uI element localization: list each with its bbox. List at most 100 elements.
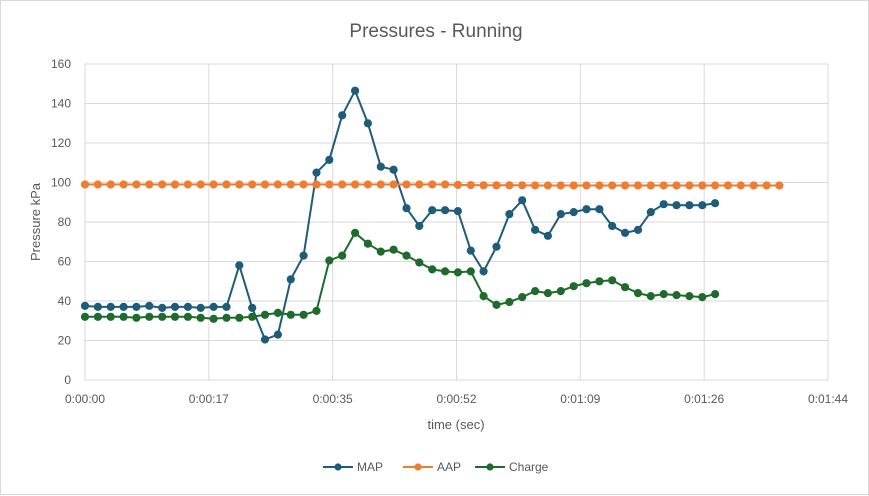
data-point (428, 180, 437, 189)
data-point (299, 310, 308, 319)
data-point (633, 225, 643, 234)
y-tick-label: 80 (58, 215, 72, 229)
data-point (621, 181, 630, 190)
data-point (672, 181, 681, 190)
data-point (376, 162, 385, 171)
data-point (170, 312, 180, 321)
data-point (698, 201, 707, 210)
data-point (325, 155, 334, 164)
data-point (608, 181, 617, 190)
data-point (531, 225, 540, 234)
data-point (351, 86, 360, 95)
chart-title: Pressures - Running (349, 21, 522, 42)
legend-label: Charge (509, 460, 549, 474)
data-point (492, 181, 501, 190)
data-point (492, 242, 501, 251)
data-point (685, 201, 694, 210)
data-point (222, 313, 231, 322)
data-point (363, 119, 372, 128)
data-point (389, 180, 398, 189)
legend-item-aap: AAP (403, 460, 461, 474)
data-point (698, 293, 707, 302)
data-point (158, 180, 167, 189)
data-point (106, 312, 115, 321)
data-point (106, 302, 115, 311)
data-point (595, 181, 604, 190)
data-point (466, 246, 475, 255)
data-point (273, 308, 282, 317)
legend-label: AAP (437, 460, 461, 474)
data-point (402, 204, 411, 213)
data-point (158, 303, 167, 312)
data-point (132, 302, 141, 311)
data-point (312, 168, 321, 177)
series-map (80, 86, 720, 344)
data-point (132, 180, 141, 189)
data-point (248, 180, 257, 189)
series-aap (80, 180, 784, 190)
grid-lines (84, 63, 829, 381)
data-point (80, 180, 90, 189)
data-point (248, 303, 257, 312)
legend-marker (414, 463, 422, 471)
y-tick-label: 160 (51, 57, 71, 71)
data-point (312, 306, 321, 315)
series-charge (80, 228, 720, 323)
data-point (531, 287, 540, 296)
data-point (505, 210, 514, 219)
data-point (698, 181, 707, 190)
data-point (453, 207, 462, 216)
legend-label: MAP (357, 460, 383, 474)
data-point (633, 289, 643, 298)
data-point (222, 180, 231, 189)
data-point (119, 302, 128, 311)
data-point (723, 181, 733, 190)
data-point (595, 277, 604, 286)
data-point (209, 180, 218, 189)
data-point (170, 180, 180, 189)
y-tick-label: 120 (51, 136, 71, 150)
data-point (299, 251, 308, 260)
data-point (749, 181, 758, 190)
data-point (608, 276, 617, 285)
data-point (711, 181, 720, 190)
data-point (260, 335, 270, 344)
data-point (736, 181, 745, 190)
data-point (543, 181, 553, 190)
x-tick-label: 0:01:44 (808, 392, 848, 406)
data-point (556, 210, 565, 219)
data-point (595, 205, 604, 214)
y-tick-label: 0 (64, 373, 71, 387)
data-point (145, 301, 154, 310)
data-point (325, 180, 334, 189)
data-point (479, 292, 488, 301)
x-tick-label: 0:01:26 (684, 392, 724, 406)
data-point (158, 312, 167, 321)
data-point (621, 283, 630, 292)
data-point (402, 180, 411, 189)
data-point (325, 256, 334, 265)
legend-item-charge: Charge (475, 460, 549, 474)
data-point (711, 290, 720, 299)
data-point (466, 267, 475, 276)
data-point (415, 221, 424, 231)
data-point (183, 302, 192, 311)
data-point (196, 180, 205, 189)
data-point (543, 231, 553, 240)
data-point (659, 181, 668, 190)
data-point (582, 205, 591, 214)
data-point (196, 313, 205, 322)
data-point (582, 279, 591, 288)
data-point (556, 181, 565, 190)
data-point (775, 181, 784, 190)
data-point (132, 313, 141, 322)
data-point (273, 330, 282, 339)
data-point (556, 287, 565, 296)
data-point (453, 268, 462, 277)
data-point (762, 181, 771, 190)
y-tick-label: 60 (58, 255, 72, 269)
data-point (80, 301, 90, 310)
data-point (312, 180, 321, 189)
y-tick-label: 140 (51, 97, 71, 111)
